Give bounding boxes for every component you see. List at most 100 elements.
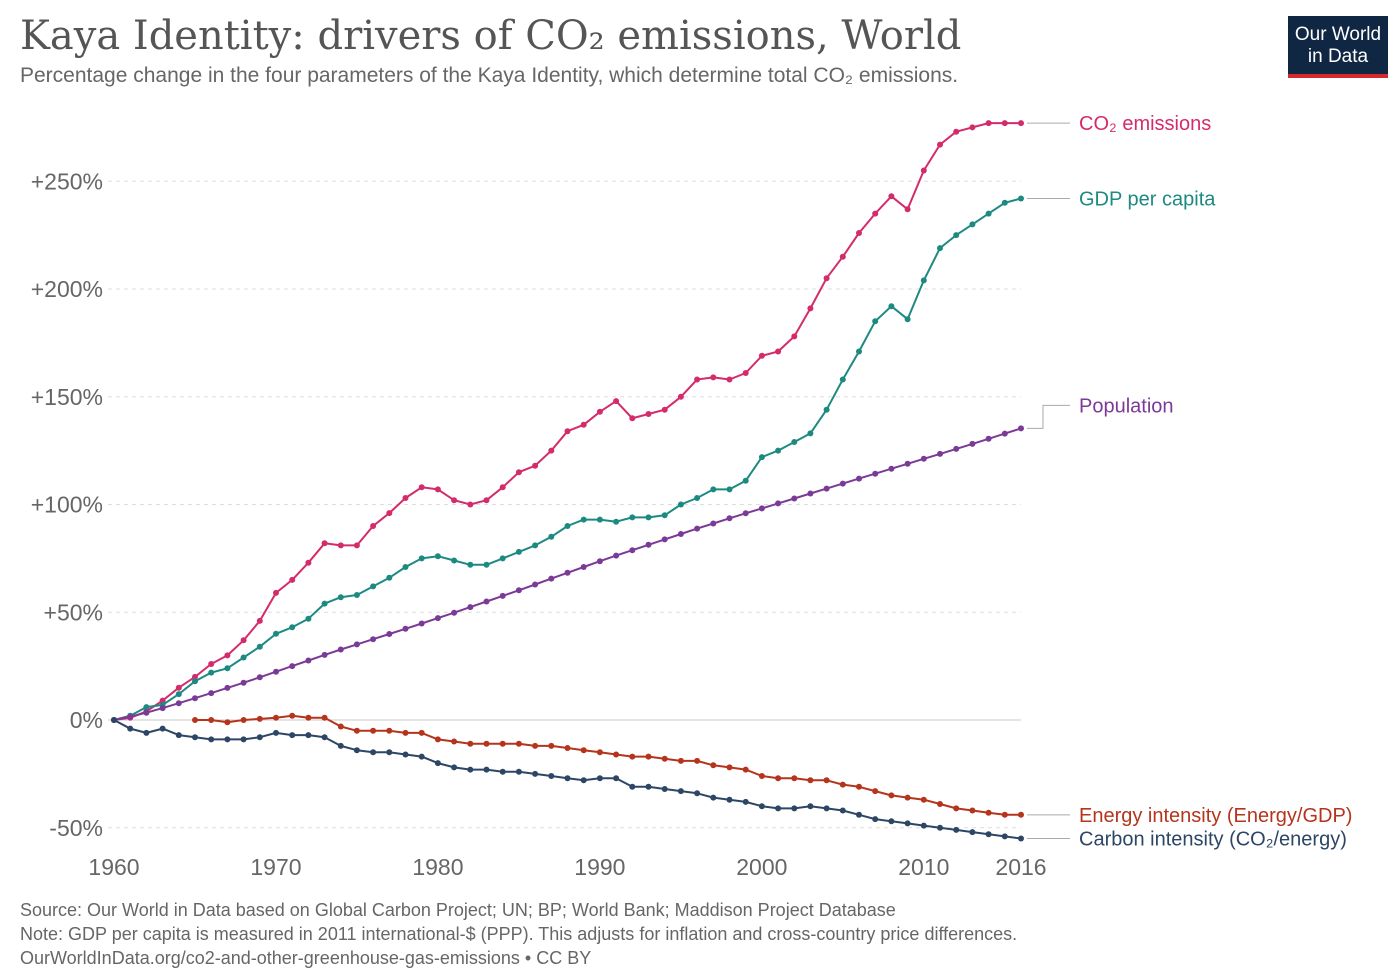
- data-point[interactable]: [305, 615, 312, 622]
- data-point[interactable]: [499, 740, 506, 747]
- data-point[interactable]: [192, 734, 198, 741]
- data-point[interactable]: [661, 536, 668, 543]
- data-point[interactable]: [710, 520, 717, 527]
- data-point[interactable]: [321, 734, 328, 741]
- data-point[interactable]: [677, 393, 684, 400]
- data-point[interactable]: [710, 762, 717, 769]
- source-url[interactable]: OurWorldInData.org/co2-and-other-greenho…: [20, 948, 592, 968]
- data-point[interactable]: [467, 501, 474, 508]
- data-point[interactable]: [273, 668, 279, 675]
- data-point[interactable]: [807, 430, 814, 437]
- data-point[interactable]: [710, 374, 717, 381]
- data-point[interactable]: [386, 510, 393, 517]
- data-point[interactable]: [192, 717, 198, 723]
- data-point[interactable]: [305, 732, 312, 739]
- data-point[interactable]: [564, 745, 571, 751]
- data-point[interactable]: [580, 421, 587, 428]
- data-point[interactable]: [1001, 199, 1008, 206]
- data-point[interactable]: [969, 221, 976, 228]
- data-point[interactable]: [467, 766, 474, 773]
- data-point[interactable]: [127, 725, 134, 732]
- data-point[interactable]: [273, 714, 279, 721]
- data-point[interactable]: [742, 370, 749, 376]
- data-point[interactable]: [807, 305, 814, 312]
- data-point[interactable]: [548, 773, 555, 779]
- data-point[interactable]: [726, 515, 733, 522]
- data-point[interactable]: [192, 695, 198, 702]
- data-point[interactable]: [515, 548, 522, 555]
- data-point[interactable]: [807, 803, 814, 810]
- data-point[interactable]: [370, 727, 377, 734]
- data-point[interactable]: [224, 665, 231, 672]
- data-point[interactable]: [159, 705, 166, 712]
- data-point[interactable]: [985, 435, 992, 442]
- data-point[interactable]: [548, 742, 555, 749]
- data-point[interactable]: [645, 514, 652, 521]
- data-point[interactable]: [888, 792, 895, 799]
- data-point[interactable]: [127, 713, 134, 720]
- data-point[interactable]: [1001, 430, 1008, 437]
- data-point[interactable]: [1018, 835, 1024, 842]
- series-label[interactable]: Carbon intensity (CO₂/energy): [1079, 829, 1347, 851]
- data-point[interactable]: [1001, 811, 1008, 818]
- data-point[interactable]: [629, 514, 636, 521]
- data-point[interactable]: [515, 469, 522, 476]
- data-point[interactable]: [613, 398, 620, 405]
- data-point[interactable]: [208, 669, 215, 676]
- data-point[interactable]: [969, 829, 976, 836]
- data-point[interactable]: [888, 818, 895, 825]
- series-line[interactable]: [113, 122, 1021, 721]
- data-point[interactable]: [677, 788, 684, 795]
- data-point[interactable]: [418, 484, 425, 491]
- series-line[interactable]: [113, 197, 1022, 721]
- data-point[interactable]: [758, 773, 765, 779]
- data-point[interactable]: [1001, 120, 1008, 127]
- data-point[interactable]: [904, 794, 911, 801]
- data-point[interactable]: [499, 484, 506, 491]
- data-point[interactable]: [920, 167, 927, 174]
- data-point[interactable]: [1018, 120, 1024, 127]
- data-point[interactable]: [775, 775, 782, 782]
- data-point[interactable]: [483, 497, 490, 504]
- data-point[interactable]: [613, 775, 620, 782]
- data-point[interactable]: [953, 805, 960, 812]
- data-point[interactable]: [418, 729, 425, 736]
- data-point[interactable]: [807, 490, 814, 497]
- data-point[interactable]: [726, 486, 733, 493]
- series-label[interactable]: Population: [1079, 395, 1174, 417]
- data-point[interactable]: [677, 757, 684, 764]
- data-point[interactable]: [240, 679, 247, 686]
- data-point[interactable]: [305, 657, 312, 664]
- data-point[interactable]: [726, 764, 733, 771]
- data-point[interactable]: [645, 541, 652, 548]
- data-point[interactable]: [985, 210, 992, 217]
- data-point[interactable]: [856, 783, 862, 790]
- data-point[interactable]: [532, 581, 539, 588]
- data-point[interactable]: [872, 470, 879, 477]
- data-point[interactable]: [224, 684, 231, 691]
- data-point[interactable]: [937, 450, 943, 457]
- data-point[interactable]: [677, 531, 684, 537]
- series-label[interactable]: Energy intensity (Energy/GDP): [1079, 805, 1352, 827]
- data-point[interactable]: [564, 428, 571, 435]
- data-point[interactable]: [256, 734, 263, 741]
- data-point[interactable]: [434, 486, 441, 493]
- data-point[interactable]: [904, 820, 911, 827]
- data-point[interactable]: [240, 736, 247, 743]
- data-point[interactable]: [758, 505, 765, 512]
- data-point[interactable]: [321, 600, 328, 607]
- data-point[interactable]: [159, 697, 166, 704]
- data-point[interactable]: [937, 245, 943, 252]
- data-point[interactable]: [823, 777, 830, 784]
- data-point[interactable]: [823, 275, 830, 282]
- data-point[interactable]: [224, 719, 231, 726]
- data-point[interactable]: [143, 729, 150, 736]
- data-point[interactable]: [240, 654, 247, 661]
- data-point[interactable]: [289, 732, 296, 739]
- data-point[interactable]: [548, 533, 555, 540]
- data-point[interactable]: [839, 253, 846, 260]
- data-point[interactable]: [289, 712, 296, 719]
- data-point[interactable]: [499, 592, 506, 599]
- data-point[interactable]: [337, 646, 344, 653]
- data-point[interactable]: [872, 210, 879, 217]
